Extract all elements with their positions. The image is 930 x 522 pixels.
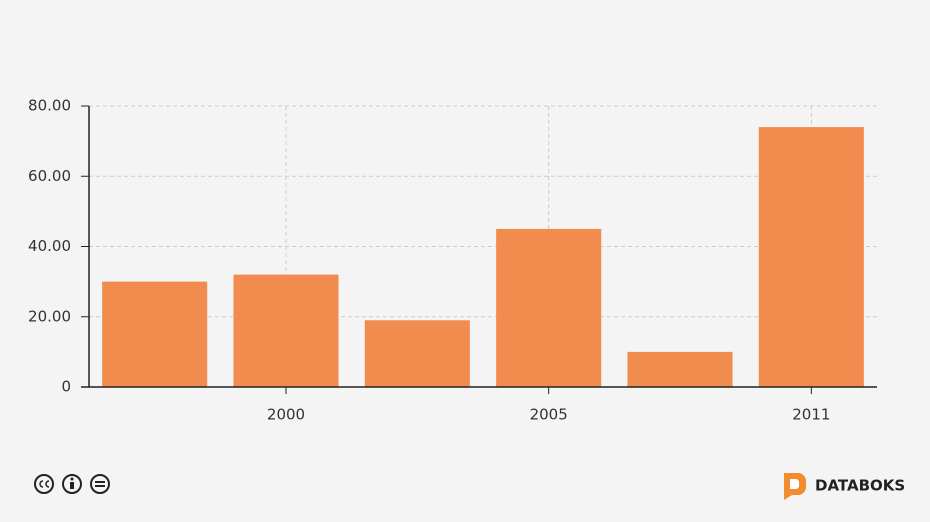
nd-icon	[90, 474, 110, 494]
y-tick-label: 80.00	[28, 97, 71, 115]
by-icon	[62, 474, 82, 494]
by-head	[70, 477, 74, 481]
x-tick-label: 2011	[792, 406, 830, 424]
cc-glyph	[39, 480, 50, 488]
y-tick-label: 20.00	[28, 307, 71, 325]
bar	[102, 281, 208, 387]
by-body	[70, 482, 74, 489]
bar	[496, 228, 602, 387]
cc-icon	[34, 474, 54, 494]
brand-name: DATABOKS	[815, 477, 905, 495]
y-tick-label: 40.00	[28, 237, 71, 255]
brand-logo-inner	[790, 479, 799, 489]
bar	[758, 127, 864, 387]
y-tick-label: 0	[61, 378, 71, 396]
x-tick-label: 2005	[530, 406, 568, 424]
bar	[364, 320, 470, 387]
y-tick-label: 60.00	[28, 167, 71, 185]
bar	[233, 274, 339, 387]
nd-glyph	[95, 481, 105, 487]
bar	[627, 351, 733, 387]
x-tick-label: 2000	[267, 406, 305, 424]
license-icons	[34, 474, 110, 494]
plot-area: 0 20.00 40.00 60.00 80.00 2000 2005 2011	[28, 97, 877, 424]
